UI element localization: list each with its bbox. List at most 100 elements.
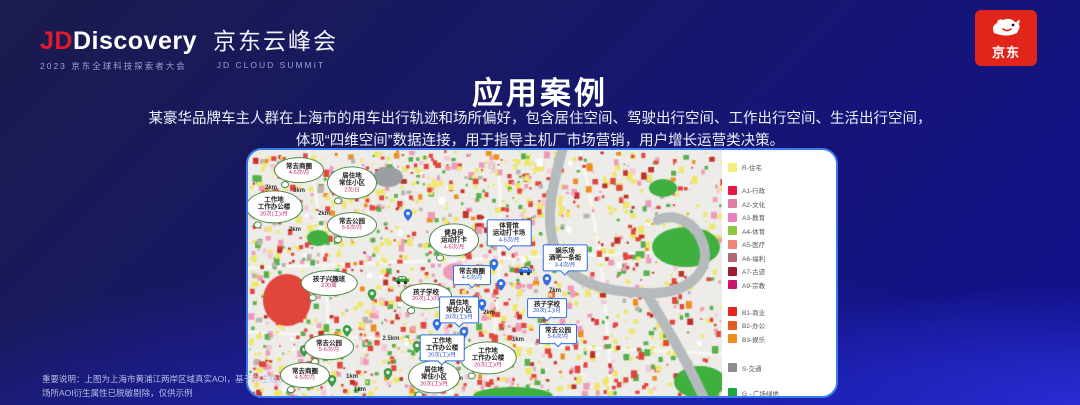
distance-label: 3km	[292, 188, 306, 194]
place-callout-title: 娱乐场	[555, 247, 575, 255]
place-callout-title: 常住小区	[446, 306, 472, 314]
jd-badge-label: 京东	[991, 44, 1020, 60]
legend-label: B2-办公	[742, 323, 766, 330]
distance-label: 2km	[482, 310, 496, 316]
legend-item: A4-体育	[728, 226, 836, 236]
place-callout-title: 工作办公楼	[471, 354, 505, 362]
place-callout-rect: 孩子学校 20次(工)/月	[527, 298, 567, 318]
place-callout-frequency: 20次(工)/月	[474, 362, 502, 369]
location-pin-icon	[403, 208, 413, 226]
legend-item: A2-文化	[728, 199, 836, 209]
place-callout-title: 工作地	[478, 347, 498, 355]
place-callout-rect: 工作地 工作办公楼 20次(工)/月	[419, 334, 465, 362]
place-callout-cloud: 孩子兴趣班 2次/周	[300, 270, 358, 301]
location-pin-icon	[542, 273, 552, 291]
place-callout-rect: 常去商圈 4-5次/月	[453, 265, 491, 285]
car-icon	[394, 272, 410, 290]
place-callout-cloud: 工作地 工作办公楼 20次(工)/月	[459, 341, 517, 380]
place-callout-title: 常去公园	[316, 340, 342, 348]
summit-subtitle-en: JD CLOUD SUMMIT	[216, 60, 326, 70]
legend-label: A3-教育	[742, 215, 766, 222]
legend-swatch	[728, 239, 737, 249]
place-callout-title: 孩子兴趣班	[312, 276, 346, 284]
location-pin-icon	[477, 298, 487, 316]
distance-label: 2km	[264, 185, 278, 191]
place-callout-frequency: 20次(工)/月	[428, 352, 456, 359]
distance-label: 2.5km	[382, 336, 400, 342]
subtitle-line2: 体现“四维空间”数据连接，用于指导主机厂市场营销，用户增长运营类决策。	[295, 133, 785, 150]
disclaimer: 重要说明：上图为上海市黄浦江两岸区域真实AOI，基于车主隐私， 场所AOI衍生属…	[42, 373, 295, 400]
place-callout-title: 运动打卡	[441, 236, 467, 244]
distance-label: 2km	[288, 227, 302, 233]
place-callout-frequency: 20次(工)/月	[412, 296, 440, 303]
place-callout-title: 常去公园	[339, 218, 365, 226]
event-logo: JDDiscovery 京东云峰会 2023 京东全球科技探索者大会 JD CL…	[40, 22, 338, 72]
legend-swatch	[728, 280, 737, 289]
place-callout-title: 居住地	[424, 366, 444, 374]
legend-swatch	[728, 388, 737, 396]
legend-label: B1-商业	[742, 309, 766, 317]
place-callout-frequency: 4-5次/月	[294, 375, 316, 382]
place-callout-title: 工作地	[264, 196, 284, 204]
legend-item: G - 广场绿地	[728, 388, 836, 396]
legend-label: A7-古迹	[742, 269, 766, 276]
legend-item: B1-商业	[728, 307, 836, 317]
legend-label: A5-医疗	[742, 242, 766, 249]
location-pin-icon	[327, 374, 337, 392]
legend-label: S-交通	[742, 365, 762, 373]
legend-item: B3-娱乐	[728, 334, 836, 344]
aoi-map: 常去商圈 4-5次/月 居住地 常住小区 2次/日 工作地 工作办公楼 20次(工)/月 常去公…	[248, 150, 722, 396]
place-callout-title: 健身房	[444, 229, 464, 237]
page-title: 应用案例	[472, 76, 608, 111]
jdd-logo-d: D	[72, 27, 92, 55]
place-callout-frequency: 2次/日	[344, 187, 360, 194]
disclaimer-line2: 场所AOI衍生属性已脱敏剔除，仅供示例	[42, 387, 193, 398]
place-callout-frequency: 20次(工)/月	[420, 381, 448, 388]
place-callout-rect: 娱乐场 酒吧一条街 3-4次/月	[542, 244, 588, 272]
place-callout-title: 常去商圈	[459, 268, 485, 276]
place-callout-cloud: 居住地 常住小区 2次/日	[327, 166, 377, 205]
place-callout-cloud: 常去公园 5-6次/月	[304, 334, 354, 365]
location-pin-icon	[367, 288, 377, 306]
legend-item: S-交通	[728, 363, 836, 373]
place-callout-title: 居住地	[342, 172, 362, 180]
legend-swatch	[728, 199, 737, 208]
distance-label: 2km	[317, 211, 331, 217]
legend-item: A5-医疗	[728, 239, 836, 249]
jdd-logo: JDDiscovery	[40, 27, 197, 56]
legend-swatch	[728, 320, 737, 330]
place-callout-frequency: 4-5次/月	[461, 275, 483, 282]
subtitle: 某豪华品牌车主人群在上海市的用车出行轨迹和场所偏好，包含居住空间、驾驶出行空间、…	[0, 108, 1080, 153]
place-callout-cloud: 居住地 常住小区 20次(工)/月	[408, 360, 460, 396]
place-callout-frequency: 5-6次/月	[547, 334, 569, 341]
place-callout-cloud: 常去商圈 4-5次/月	[280, 362, 330, 393]
legend-label: B3-娱乐	[742, 336, 766, 344]
place-callout-cloud: 常去公园 5-6次/月	[327, 212, 377, 243]
legend-label: A2-文化	[742, 201, 766, 209]
place-callout-title: 酒吧一条街	[548, 254, 582, 262]
location-pin-icon	[342, 324, 352, 342]
place-callout-frequency: 20次(工)/月	[260, 211, 288, 218]
summit-subtitle-cn: 2023 京东全球科技探索者大会	[40, 61, 187, 71]
location-pin-icon	[496, 278, 506, 296]
place-callout-frequency: 5-6次/月	[318, 347, 340, 354]
jd-logo-badge: 京东	[975, 10, 1037, 66]
distance-label: 1km	[345, 374, 359, 380]
legend-label: A1-行政	[742, 188, 766, 195]
place-callout-frequency: 2次/周	[321, 283, 337, 290]
legend-swatch	[728, 307, 737, 316]
legend-label: A4-体育	[742, 228, 766, 236]
place-callout-title: 孩子学校	[534, 301, 560, 309]
disclaimer-line1: 重要说明：上图为上海市黄浦江两岸区域真实AOI，基于车主隐私，	[42, 374, 295, 384]
place-callout-cloud: 健身房 运动打卡 4-5次/月	[429, 223, 479, 262]
place-callout-title: 常住小区	[421, 373, 447, 381]
legend-swatch	[728, 334, 737, 343]
place-callout-title: 常去商圈	[286, 163, 312, 171]
legend-item: A3-教育	[728, 212, 836, 222]
legend-item: R-住宅	[728, 162, 836, 172]
legend-swatch	[728, 226, 737, 235]
place-callout-title: 孩子学校	[413, 289, 439, 297]
legend-swatch	[728, 266, 737, 276]
map-legend: R-住宅 A1-行政 A2-文化 A3-教育 A4-体育 A5-医疗 A6-福利 A7-古迹 A…	[722, 162, 836, 396]
